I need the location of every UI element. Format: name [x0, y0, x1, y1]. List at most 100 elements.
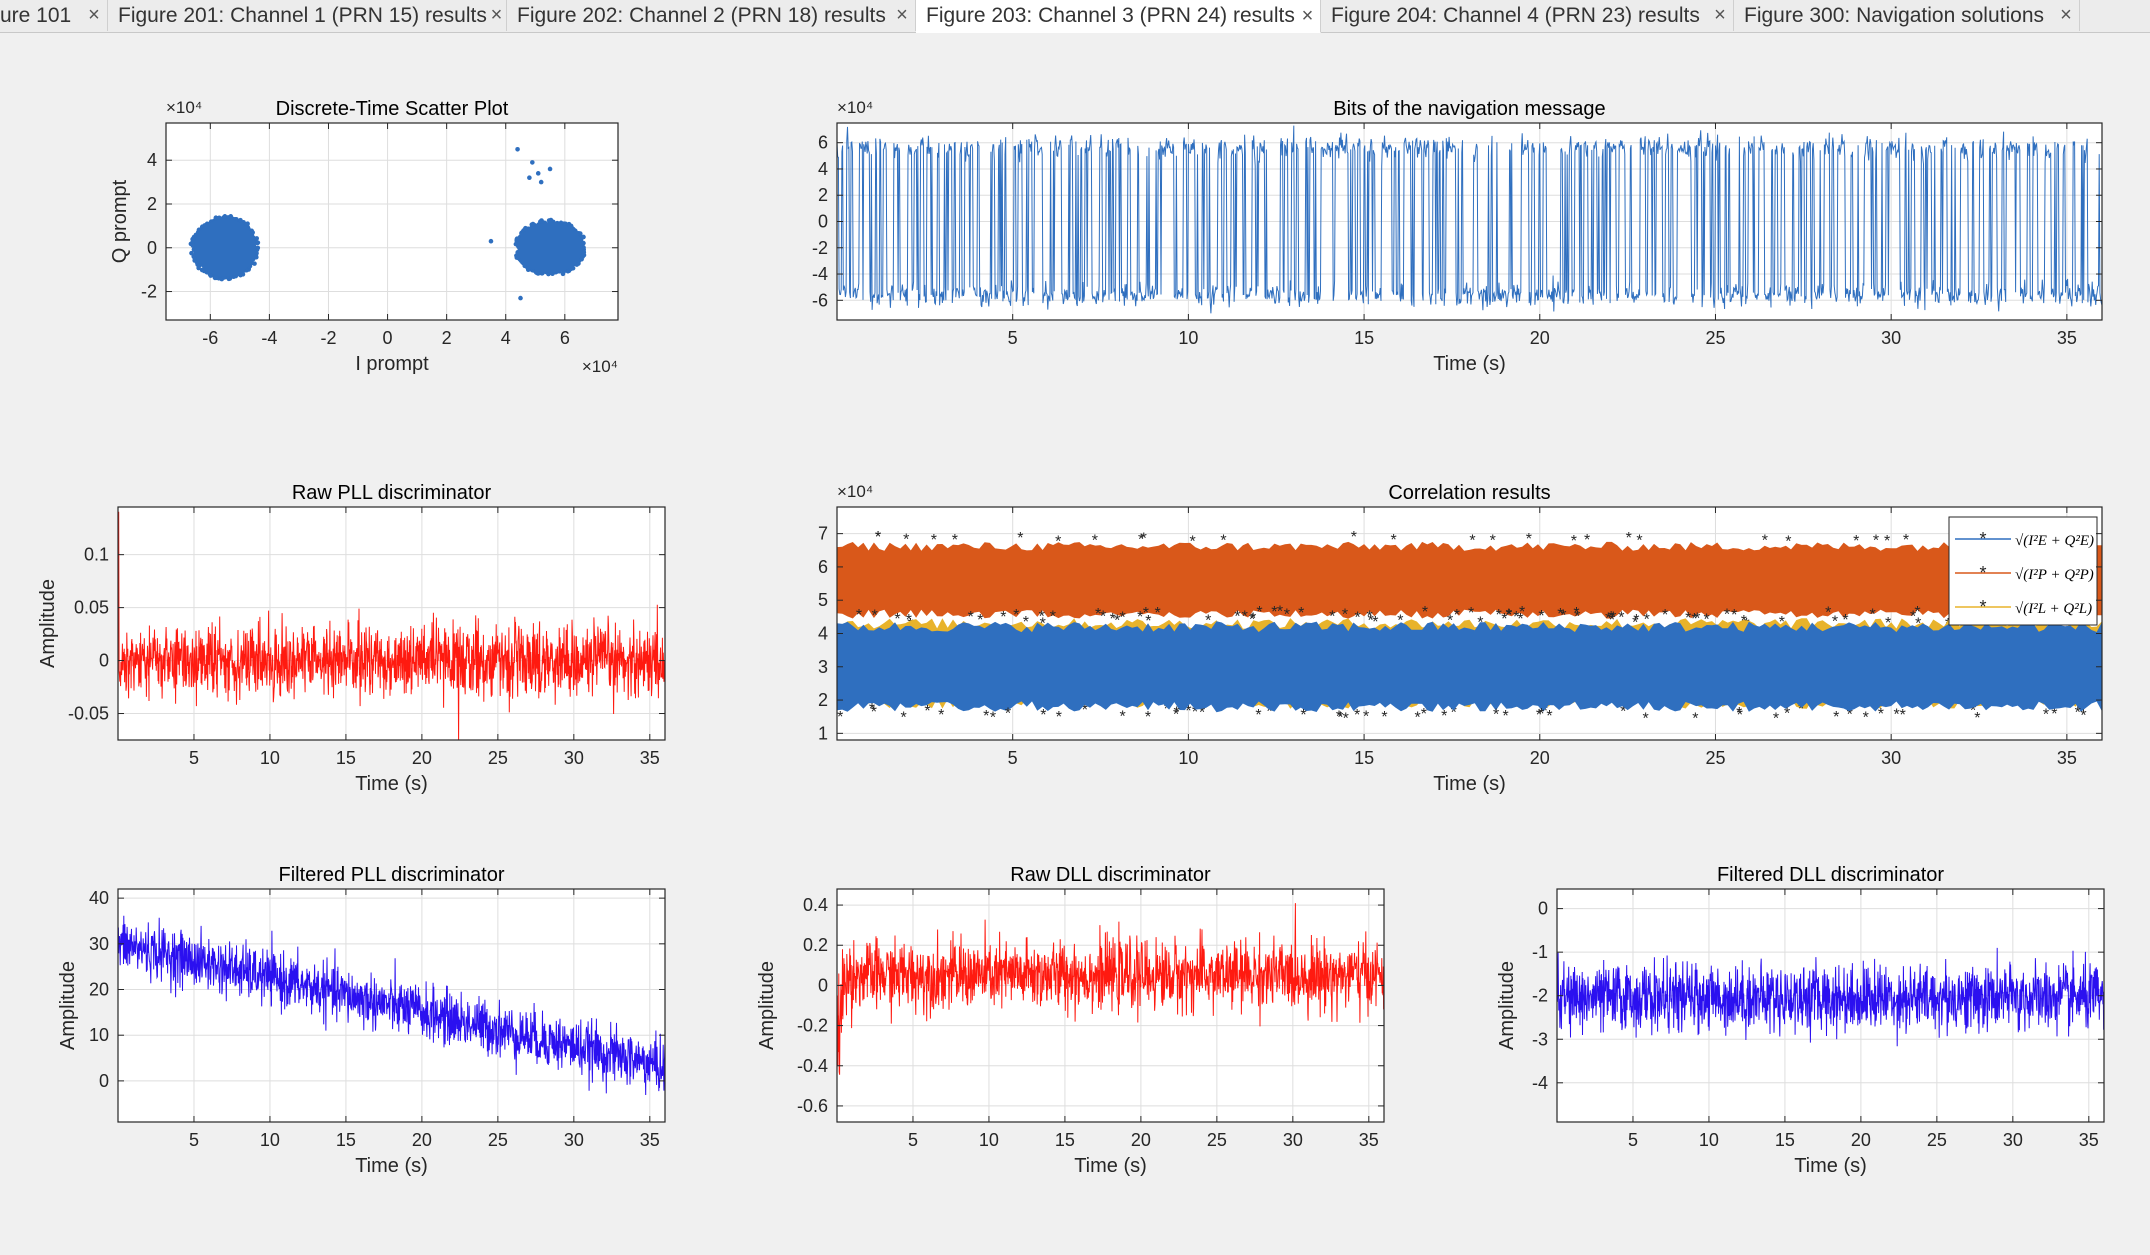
series-marker: * — [1469, 533, 1475, 550]
plot-corr[interactable]: ** ***** **** *** * *** **** ********** * ** * ** **… — [818, 482, 2103, 795]
series-marker: * — [1137, 609, 1143, 626]
series-marker: * — [1873, 533, 1879, 550]
x-axis-label: Time (s) — [355, 773, 428, 795]
axes-frame — [836, 888, 1385, 1123]
series-marker: * — [1145, 613, 1151, 630]
series-marker: * — [1894, 706, 1900, 723]
scatter-point — [574, 262, 580, 267]
series-marker: * — [1538, 608, 1544, 625]
series-marker: * — [1784, 706, 1790, 723]
plot-title: Correlation results — [1388, 482, 1550, 504]
plot-filtpll[interactable]: 5 10 15 20 25 30 35 0 10 20 30 40 Filtered PLL discr… — [57, 864, 666, 1177]
plot-scatter[interactable]: -6 -4 -2 0 2 4 6 -2 0 2 4 Discrete-Time Scatter Plo… — [109, 98, 619, 376]
plot-filtdll[interactable]: 5 10 15 20 25 30 35 -4 -3 -2 -1 0 Filtered DLL discr… — [1496, 864, 2105, 1177]
series-marker: * — [1164, 701, 1170, 718]
x-tick-label: 20 — [412, 748, 432, 768]
scatter-point — [527, 175, 532, 181]
x-tick-label: 25 — [1705, 748, 1725, 768]
series-marker: * — [1724, 607, 1730, 624]
series-marker: * — [1536, 707, 1542, 724]
series-marker: * — [924, 703, 930, 720]
scatter-point — [199, 267, 205, 273]
tab-figure-300[interactable]: Figure 300: Navigation solutions × — [1734, 0, 2080, 31]
y-axis-label: Amplitude — [37, 579, 59, 668]
series-marker: * — [1513, 609, 1519, 626]
y-tick-label: 40 — [89, 888, 109, 908]
series-marker: * — [1092, 533, 1098, 550]
series-marker: * — [1546, 708, 1552, 725]
legend-entry: √(I²E + Q²E) — [2015, 533, 2094, 549]
x-axis-label: I prompt — [355, 353, 429, 375]
plot-rawpll[interactable]: 5 10 15 20 25 30 35 -0.05 0 0.05 0.1 Raw PLL discri… — [37, 482, 666, 795]
series-marker: * — [1643, 711, 1649, 728]
series-marker: * — [2043, 707, 2049, 724]
y-tick-label: 2 — [818, 185, 828, 205]
figure-canvas[interactable]: -6 -4 -2 0 2 4 6 -2 0 2 4 Discrete-Time Scatter Plo… — [0, 33, 2150, 1255]
data-layer — [188, 146, 587, 301]
close-icon[interactable]: × — [1301, 4, 1314, 27]
series-marker: * — [1082, 702, 1088, 719]
x-tick-label: 30 — [564, 748, 584, 768]
series-marker: * — [1910, 609, 1916, 626]
y-tick-label: 3 — [818, 657, 828, 677]
close-icon[interactable]: × — [490, 4, 503, 26]
x-exponent-label: ×10⁴ — [582, 357, 618, 376]
series-marker: * — [875, 529, 881, 546]
tab-label: Figure 201: Channel 1 (PRN 15) results — [118, 3, 487, 27]
series-marker: * — [1141, 530, 1147, 547]
close-icon[interactable]: × — [88, 4, 100, 26]
legend-marker: * — [1979, 529, 1986, 549]
x-tick-label: 30 — [1881, 328, 1901, 348]
series-marker: * — [1199, 704, 1205, 721]
series-marker: * — [1415, 709, 1421, 726]
series-marker: * — [1692, 710, 1698, 727]
series-marker: * — [1885, 615, 1891, 632]
scatter-point — [208, 273, 214, 278]
series-marker: * — [990, 710, 996, 727]
legend-marker: * — [1979, 563, 1986, 583]
series-band-2 — [837, 541, 2102, 619]
series-marker: * — [1609, 612, 1615, 629]
series-marker: * — [1056, 709, 1062, 726]
x-tick-label: 15 — [1775, 1130, 1795, 1150]
tab-figure-101[interactable]: ure 101 × — [0, 0, 108, 31]
close-icon[interactable]: × — [896, 4, 908, 26]
series-marker: * — [1785, 534, 1791, 551]
axes-frame — [165, 122, 619, 321]
tab-label: Figure 202: Channel 2 (PRN 18) results — [517, 3, 886, 27]
y-axis-label: Amplitude — [57, 961, 79, 1050]
tab-figure-203[interactable]: Figure 203: Channel 3 (PRN 24) results × — [916, 0, 1321, 33]
x-tick-label: 5 — [1628, 1130, 1638, 1150]
y-tick-label: 7 — [818, 524, 828, 544]
y-tick-label: 0 — [818, 975, 828, 995]
close-icon[interactable]: × — [2060, 4, 2072, 26]
series-marker: * — [875, 529, 881, 546]
series-marker: * — [1155, 605, 1161, 622]
y-tick-label: 5 — [818, 590, 828, 610]
y-tick-label: 0 — [1538, 899, 1548, 919]
close-icon[interactable]: × — [1714, 4, 1726, 26]
legend: * √(I²E + Q²E) * √(I²P + Q²P) * √(I²L + Q²L) — [1948, 516, 2098, 626]
tab-figure-202[interactable]: Figure 202: Channel 2 (PRN 18) results × — [507, 0, 916, 31]
scatter-point — [189, 250, 194, 256]
plot-rawdll[interactable]: 5 10 15 20 25 30 35 -0.6 -0.4 -0.2 0 0.2 0.4 Raw DLL … — [756, 864, 1385, 1177]
y-tick-label: 0 — [818, 212, 828, 232]
plot-bits[interactable]: 5 10 15 20 25 30 35 -6 -4 -2 0 2 4 6 Bits of the navig… — [812, 98, 2103, 375]
x-tick-label: 15 — [1354, 748, 1374, 768]
legend-marker: * — [1979, 597, 1986, 617]
series-marker: * — [1605, 611, 1611, 628]
series-marker: * — [1506, 607, 1512, 624]
series-marker: * — [1422, 604, 1428, 621]
series-marker: * — [1367, 609, 1373, 626]
y-tick-label: -4 — [1532, 1073, 1548, 1093]
scatter-point — [548, 219, 554, 224]
series-marker: * — [1636, 533, 1642, 550]
series-line — [118, 915, 665, 1096]
y-tick-label: -4 — [812, 264, 828, 284]
series-marker: * — [1255, 707, 1261, 724]
tab-figure-204[interactable]: Figure 204: Channel 4 (PRN 23) results × — [1321, 0, 1734, 31]
scatter-point — [525, 266, 531, 271]
x-tick-label: 30 — [1881, 748, 1901, 768]
series-marker: * — [1869, 606, 1875, 623]
tab-figure-201[interactable]: Figure 201: Channel 1 (PRN 15) results × — [108, 0, 507, 31]
